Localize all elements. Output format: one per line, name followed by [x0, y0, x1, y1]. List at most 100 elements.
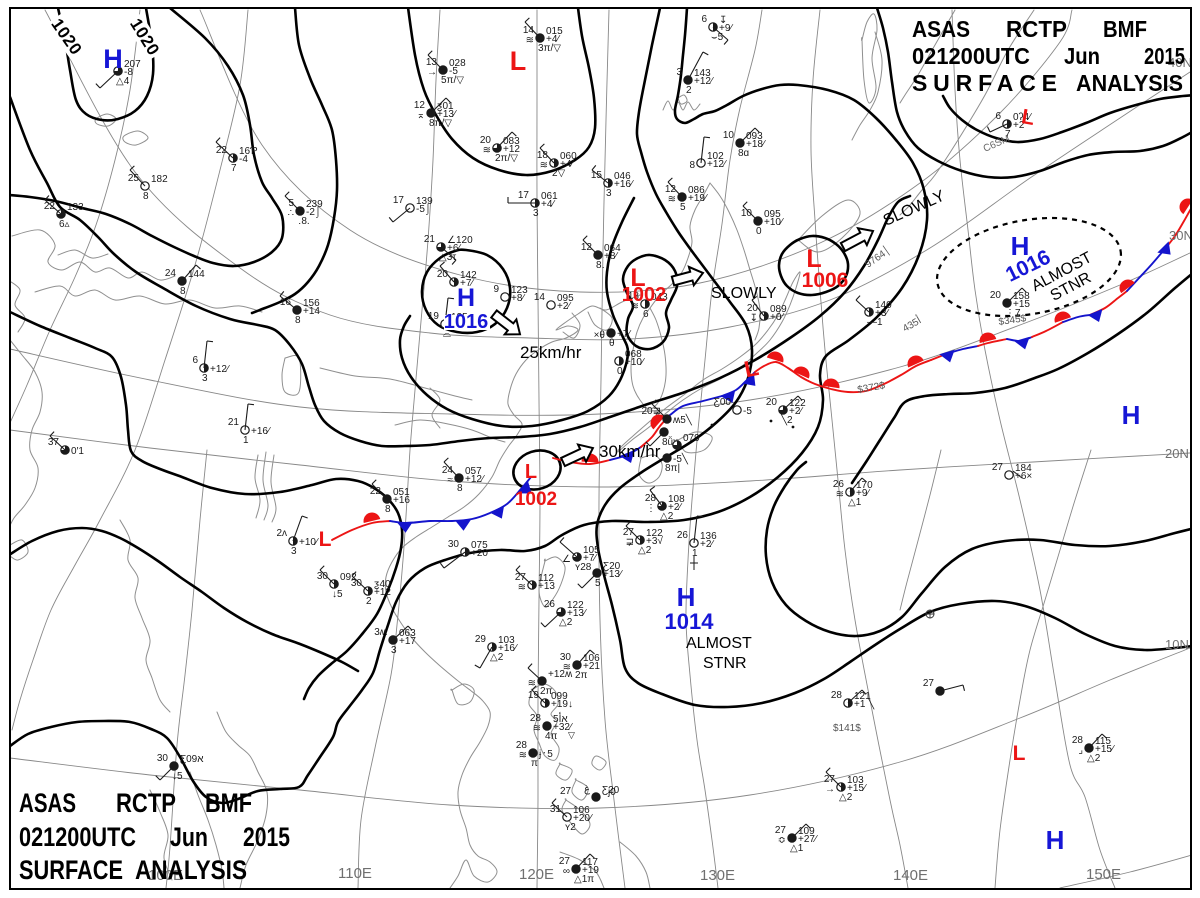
svg-text:051: 051	[393, 487, 410, 498]
svg-text:064: 064	[604, 243, 621, 254]
svg-text:103: 103	[847, 775, 864, 786]
svg-text:L: L	[525, 461, 537, 483]
svg-text:BMF: BMF	[205, 788, 252, 818]
svg-text:108: 108	[668, 494, 685, 505]
svg-text:—1: —1	[867, 317, 883, 328]
svg-text:⋥: ⋥	[626, 537, 634, 548]
svg-text:092: 092	[340, 572, 357, 583]
svg-text:+7∕: +7∕	[617, 329, 631, 340]
svg-text:6: 6	[192, 355, 198, 366]
svg-text:8ɑ: 8ɑ	[738, 148, 749, 159]
svg-text:30N: 30N	[1169, 228, 1193, 243]
svg-text:100E: 100E	[148, 867, 183, 884]
svg-text:≈: ≈	[448, 475, 454, 486]
svg-text:+12∕: +12∕	[694, 76, 714, 87]
svg-text:21: 21	[228, 417, 240, 428]
svg-text:△2: △2	[559, 617, 573, 628]
svg-text:$372$: $372$	[857, 380, 887, 396]
svg-text:22: 22	[370, 486, 382, 497]
svg-text:1: 1	[692, 548, 698, 559]
svg-text:25: 25	[128, 173, 140, 184]
svg-text:↧: ↧	[719, 15, 727, 26]
svg-text:8․: 8․	[596, 260, 605, 271]
svg-text:+2∕: +2∕	[789, 406, 803, 417]
svg-text:L: L	[806, 245, 821, 273]
svg-text:RCTP: RCTP	[116, 788, 176, 818]
svg-text:≋: ≋	[631, 301, 639, 312]
svg-text:12: 12	[665, 184, 677, 195]
svg-text:ALMOST: ALMOST	[686, 635, 752, 652]
svg-text:20: 20	[766, 397, 778, 408]
svg-text:3: 3	[606, 188, 612, 199]
svg-text:068: 068	[625, 349, 642, 360]
svg-text:086: 086	[688, 185, 705, 196]
svg-text:2▽: 2▽	[552, 168, 566, 179]
svg-text:+16: +16	[393, 495, 410, 506]
svg-text:2π/▽: 2π/▽	[495, 153, 518, 164]
svg-text:2π: 2π	[540, 686, 553, 697]
svg-text:+16∕: +16∕	[614, 179, 634, 190]
svg-text:≋: ≋	[528, 678, 536, 689]
svg-text:075: 075	[471, 540, 488, 551]
svg-text:+4∕: +4∕	[546, 34, 560, 45]
svg-text:-5⌡: -5⌡	[416, 203, 431, 215]
svg-text:26: 26	[544, 599, 556, 610]
svg-text:→: →	[427, 67, 437, 78]
svg-text:+19↓: +19↓	[551, 699, 573, 710]
svg-text:+12: +12	[503, 144, 520, 155]
svg-text:⌅: ⌅	[417, 110, 425, 121]
svg-text:+6∕: +6∕	[447, 243, 461, 254]
svg-text:140E: 140E	[893, 867, 928, 884]
svg-text:≋: ≋	[533, 723, 541, 734]
svg-text:18: 18	[628, 291, 640, 302]
svg-text:Ƹ09א: Ƹ09א	[180, 754, 204, 765]
svg-text:2: 2	[366, 596, 372, 607]
svg-text:⋮7: ⋮7	[1005, 308, 1021, 319]
svg-text:17: 17	[393, 195, 405, 206]
svg-text:103: 103	[498, 635, 515, 646]
svg-text:043: 043	[651, 292, 668, 303]
svg-text:ANALYSIS: ANALYSIS	[135, 855, 247, 885]
svg-text:$141$: $141$	[833, 723, 861, 734]
svg-text:5: 5	[680, 202, 686, 213]
svg-text:136: 136	[700, 531, 717, 542]
svg-text:L: L	[630, 264, 645, 292]
svg-text:30: 30	[560, 652, 572, 663]
svg-text:20: 20	[437, 269, 449, 280]
svg-text:20: 20	[480, 135, 492, 146]
svg-text:θ: θ	[609, 338, 615, 349]
svg-text:28: 28	[516, 740, 528, 751]
svg-text:⋮: ⋮	[646, 503, 656, 514]
svg-text:+10∕: +10∕	[299, 537, 319, 548]
svg-text:-5╲: -5╲	[673, 452, 689, 465]
svg-text:142: 142	[460, 270, 477, 281]
svg-text:+10∕: +10∕	[764, 217, 784, 228]
svg-text:9: 9	[493, 284, 499, 295]
svg-text:16Ƥ: 16Ƥ	[239, 146, 258, 157]
svg-text:↧: ↧	[750, 313, 758, 324]
svg-text:STNR: STNR	[703, 655, 747, 672]
svg-text:Jun: Jun	[1064, 43, 1100, 69]
svg-text:ƺ01: ƺ01	[437, 101, 454, 112]
svg-text:19: 19	[428, 311, 440, 322]
svg-text:26: 26	[677, 530, 689, 541]
svg-text:28: 28	[831, 690, 843, 701]
svg-text:غ: غ	[584, 784, 590, 795]
svg-text:+12∕: +12∕	[210, 364, 230, 375]
svg-text:L: L	[1020, 105, 1037, 130]
svg-text:ɉ0: ɉ0	[607, 787, 616, 798]
svg-text:130E: 130E	[700, 867, 735, 884]
svg-text:028: 028	[449, 58, 466, 69]
svg-text:20: 20	[990, 290, 1002, 301]
svg-text:π: π	[531, 758, 538, 769]
svg-text:H: H	[103, 44, 123, 74]
svg-text:△4: △4	[116, 76, 130, 87]
svg-text:L: L	[1013, 742, 1026, 765]
svg-text:060: 060	[560, 151, 577, 162]
svg-text:10: 10	[723, 130, 735, 141]
svg-text:079: 079	[683, 433, 700, 444]
svg-text:8: 8	[457, 483, 463, 494]
svg-text:156: 156	[303, 298, 320, 309]
svg-text:105: 105	[583, 545, 600, 556]
svg-text:30: 30	[317, 571, 329, 582]
